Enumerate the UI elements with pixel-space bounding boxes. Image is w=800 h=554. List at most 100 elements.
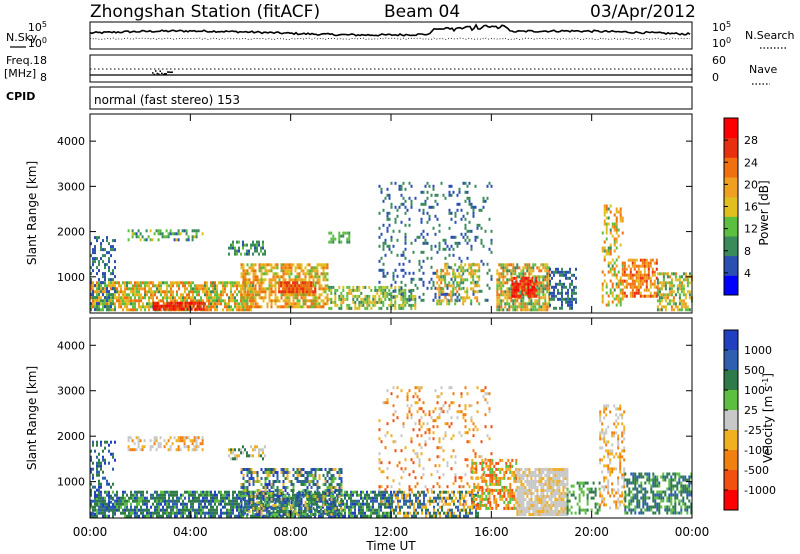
power-cell bbox=[534, 308, 537, 312]
power-cell bbox=[442, 292, 445, 296]
power-cell bbox=[140, 299, 142, 303]
velocity-cell bbox=[334, 511, 336, 515]
velocity-cell bbox=[170, 514, 172, 518]
power-cell bbox=[222, 293, 224, 297]
power-cell bbox=[400, 280, 403, 284]
power-cell bbox=[292, 293, 295, 297]
power-cell bbox=[388, 196, 391, 200]
power-cell bbox=[402, 268, 405, 272]
power-cell bbox=[660, 287, 663, 291]
power-cell bbox=[118, 299, 120, 303]
velocity-cell bbox=[120, 502, 122, 506]
power-cell bbox=[456, 295, 459, 299]
power-cell bbox=[102, 305, 104, 309]
power-cell bbox=[328, 231, 331, 235]
power-cell bbox=[448, 281, 451, 285]
velocity-cell bbox=[232, 457, 234, 461]
power-cell bbox=[613, 249, 616, 253]
velocity-cell bbox=[280, 505, 282, 509]
velocity-cell bbox=[242, 507, 245, 510]
power-cell bbox=[240, 284, 242, 288]
velocity-cell bbox=[338, 504, 341, 507]
power-cell bbox=[164, 293, 166, 297]
power-cell bbox=[522, 296, 525, 300]
velocity-cell bbox=[156, 502, 158, 506]
power-cell bbox=[204, 287, 206, 291]
power-cell bbox=[571, 297, 573, 301]
power-cell bbox=[268, 281, 271, 285]
power-cell bbox=[635, 273, 638, 277]
velocity-cell bbox=[194, 511, 196, 515]
power-cell bbox=[260, 278, 263, 282]
power-cell bbox=[446, 284, 449, 288]
power-cell bbox=[250, 287, 253, 291]
power-cell bbox=[404, 271, 407, 275]
power-cell bbox=[216, 290, 218, 294]
velocity-cell bbox=[318, 474, 321, 477]
power-cell bbox=[404, 211, 407, 215]
velocity-cell bbox=[352, 511, 354, 515]
power-cell bbox=[222, 290, 224, 294]
power-cell bbox=[472, 281, 475, 285]
power-cell bbox=[502, 272, 505, 276]
velocity-cell bbox=[276, 492, 279, 495]
power-cell bbox=[112, 272, 114, 276]
power-cell bbox=[414, 303, 417, 307]
power-cell bbox=[686, 284, 689, 288]
power-cell bbox=[262, 272, 265, 276]
velocity-cell bbox=[264, 445, 266, 449]
power-cell bbox=[294, 305, 297, 309]
power-cell bbox=[300, 266, 303, 270]
power-cell bbox=[226, 293, 228, 297]
power-cell bbox=[135, 235, 138, 239]
velocity-cell bbox=[240, 495, 243, 498]
velocity-cell bbox=[290, 504, 293, 507]
power-cell bbox=[569, 306, 571, 310]
power-cell bbox=[520, 302, 523, 306]
power-cell bbox=[188, 284, 190, 288]
power-cell bbox=[456, 193, 459, 197]
power-cell bbox=[194, 290, 196, 294]
power-cell bbox=[396, 274, 399, 278]
power-cell bbox=[472, 272, 475, 276]
power-cell bbox=[522, 269, 525, 273]
velocity-cell bbox=[294, 495, 297, 498]
power-cell bbox=[649, 276, 652, 280]
velocity-cell bbox=[286, 507, 289, 510]
power-cell bbox=[420, 220, 423, 224]
power-cell bbox=[240, 272, 243, 276]
power-cell bbox=[496, 284, 499, 288]
power-cell bbox=[284, 293, 287, 297]
power-cell bbox=[526, 308, 529, 312]
power-cell bbox=[120, 284, 122, 288]
velocity-cell bbox=[116, 490, 118, 494]
power-cell bbox=[448, 190, 451, 194]
power-cell bbox=[94, 251, 96, 255]
power-cell bbox=[154, 284, 156, 288]
power-cell bbox=[524, 266, 527, 270]
power-cell bbox=[96, 296, 98, 300]
power-cell bbox=[258, 263, 261, 267]
power-cell bbox=[615, 258, 618, 262]
power-cell bbox=[348, 291, 351, 295]
power-cell bbox=[458, 187, 461, 191]
velocity-cell bbox=[228, 493, 230, 497]
power-cell bbox=[643, 267, 646, 271]
velocity-cell bbox=[334, 504, 337, 507]
power-cell bbox=[434, 295, 437, 299]
power-cell bbox=[254, 272, 257, 276]
velocity-cell bbox=[146, 514, 148, 518]
power-cell bbox=[96, 287, 98, 291]
power-cell bbox=[476, 281, 479, 285]
freq-traces bbox=[90, 68, 692, 76]
power-cell bbox=[246, 272, 249, 276]
power-cell bbox=[637, 282, 640, 286]
power-cell bbox=[384, 241, 387, 245]
velocity-cell bbox=[328, 483, 331, 486]
velocity-cell bbox=[404, 446, 407, 450]
power-cell bbox=[420, 265, 423, 269]
velocity-cell bbox=[260, 510, 263, 513]
power-cell bbox=[96, 266, 98, 270]
velocity-cell bbox=[306, 513, 309, 516]
velocity-cell bbox=[156, 496, 158, 500]
